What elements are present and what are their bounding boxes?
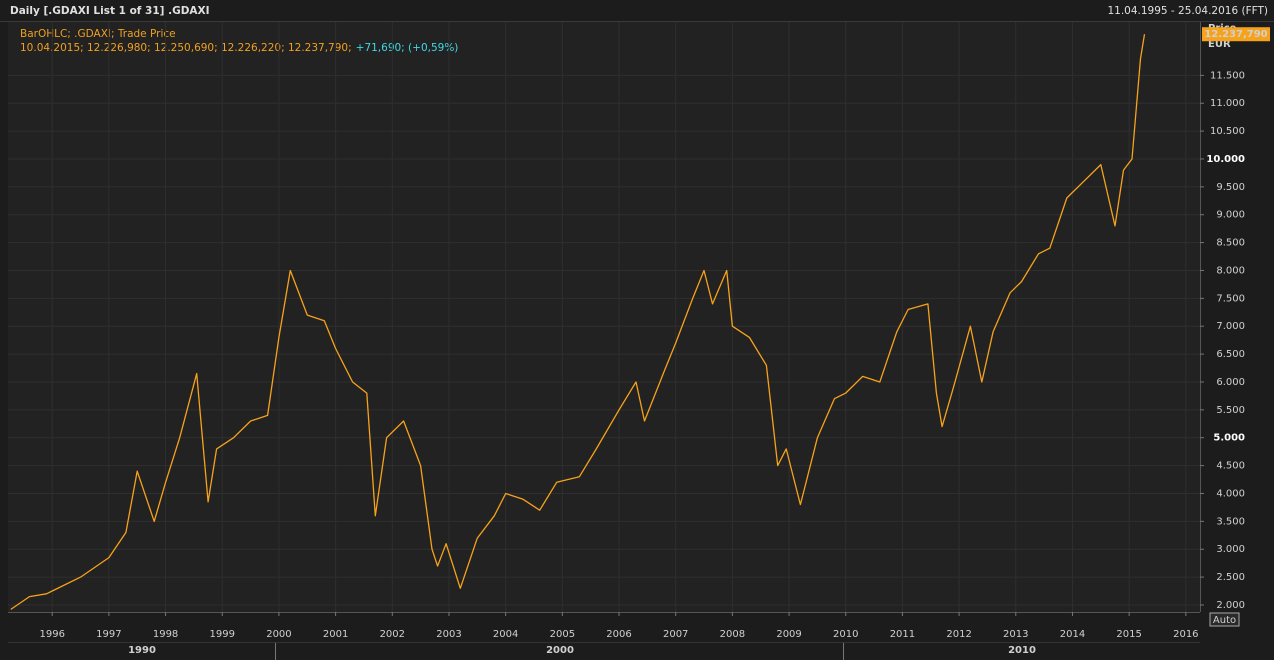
x-tick-label: 2011 [890,629,915,640]
x-tick-label: 1996 [39,629,64,640]
y-tick-label: 3.500 [1216,516,1245,527]
x-tick-label: 2015 [1116,629,1141,640]
y-tick-label: 4.000 [1216,488,1245,499]
header-title: Daily [.GDAXI List 1 of 31] .GDAXI [10,5,210,17]
last-value-label: 12.237,790 [1204,29,1267,40]
plot-area [8,22,1200,612]
y-tick-label: 11.000 [1210,98,1245,109]
legend-line: 10.04.2015; 12.226,980; 12.250,690; 12.2… [20,42,352,54]
y-tick-label: 6.000 [1216,377,1245,388]
legend-change: +71,690; (+0,59%) [356,42,459,54]
y-tick-label: 8.500 [1216,238,1245,249]
y-tick-label: 11.500 [1210,70,1245,81]
x-tick-label: 2012 [946,629,971,640]
y-tick-label: 7.000 [1216,321,1245,332]
legend-line: BarOHLC; .GDAXI; Trade Price [20,28,176,40]
x-tick-label: 1998 [153,629,178,640]
x-tick-label: 2004 [493,629,518,640]
x-tick-label: 1997 [96,629,121,640]
y-tick-label: 7.500 [1216,293,1245,304]
y-tick-label: 2.000 [1216,600,1245,611]
price-line [10,34,1146,610]
y-tick-label: 4.500 [1216,461,1245,472]
x-tick-label: 1999 [210,629,235,640]
grid [8,22,1200,612]
y-tick-label: 10.500 [1210,126,1245,137]
x-tick-label: 2014 [1060,629,1085,640]
decade-label: 2010 [1008,645,1036,656]
x-tick-label: 2002 [380,629,405,640]
auto-button[interactable] [1209,612,1240,627]
x-tick-label: 2009 [776,629,801,640]
decade-label: 1990 [128,645,156,656]
x-tick-label: 2005 [550,629,575,640]
x-tick-label: 2010 [833,629,858,640]
x-tick-label: 2013 [1003,629,1028,640]
y-tick-label: 8.000 [1216,265,1245,276]
y-tick-label: 9.500 [1216,182,1245,193]
auto-button-label[interactable]: Auto [1213,615,1236,626]
x-tick-label: 2000 [266,629,291,640]
x-tick-label: 2016 [1173,629,1198,640]
decade-label: 2000 [546,645,574,656]
y-tick-label: 10.000 [1206,154,1245,165]
x-tick-label: 2003 [436,629,461,640]
y-tick-label: 5.000 [1213,433,1245,444]
last-value-box [1202,27,1270,42]
y-tick-label: 2.500 [1216,572,1245,583]
y-tick-label: 9.000 [1216,210,1245,221]
header-range: 11.04.1995 - 25.04.2016 (FFT) [1107,5,1268,17]
x-tick-label: 2001 [323,629,348,640]
y-tick-label: 3.000 [1216,544,1245,555]
y-axis-unit: EUR [1208,39,1231,50]
y-tick-label: 6.500 [1216,349,1245,360]
x-tick-label: 2006 [606,629,631,640]
x-tick-label: 2008 [720,629,745,640]
x-tick-label: 2007 [663,629,688,640]
y-tick-label: 5.500 [1216,405,1245,416]
